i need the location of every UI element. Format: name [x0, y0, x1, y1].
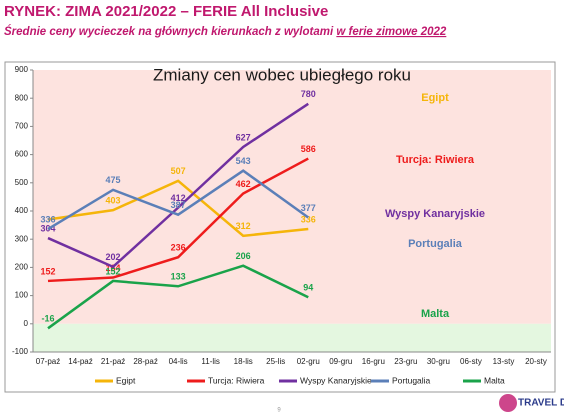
series-line: [47, 179, 309, 238]
y-tick-label: 500: [15, 178, 29, 187]
subtitle-text: Średnie ceny wycieczek na głównych kieru…: [4, 25, 334, 38]
series-annotation: Egipt: [421, 92, 449, 104]
logo: TRAVEL DATA: [518, 398, 564, 409]
legend-label: Turcja: Riwiera: [208, 375, 265, 385]
data-label: 507: [171, 166, 186, 176]
subtitle: Średnie ceny wycieczek na głównych kieru…: [4, 25, 447, 38]
x-tick-label: 07-paź: [36, 357, 60, 366]
y-tick-label: 600: [15, 150, 29, 159]
y-tick-label: 200: [15, 263, 29, 272]
y-tick-label: 800: [15, 93, 29, 102]
y-tick-label: 300: [15, 234, 29, 243]
x-tick-label: 09-gru: [329, 357, 352, 366]
data-label: 152: [40, 266, 55, 276]
y-tick-label: 900: [15, 65, 29, 74]
data-label: 202: [106, 252, 121, 262]
page-title: RYNEK: ZIMA 2021/2022 – FERIE All Inclus…: [4, 3, 328, 20]
y-tick-label: -100: [12, 347, 29, 356]
x-tick-label: 11-lis: [201, 357, 220, 366]
y-tick-label: 400: [15, 206, 29, 215]
y-tick-label: 700: [15, 122, 29, 131]
x-tick-label: 14-paź: [68, 357, 92, 366]
data-label: 412: [171, 193, 186, 203]
series-line: [47, 102, 309, 269]
series-line: [47, 264, 309, 330]
legend-label: Malta: [484, 375, 505, 385]
data-label: 206: [236, 251, 251, 261]
data-label: 336: [301, 214, 316, 224]
data-label: 780: [301, 89, 316, 99]
x-tick-label: 02-gru: [297, 357, 320, 366]
data-label: 133: [171, 272, 186, 282]
series-annotation: Portugalia: [408, 238, 463, 250]
logo-globe: [499, 394, 517, 412]
data-label: 336: [40, 214, 55, 224]
legend-label: Egipt: [116, 375, 136, 385]
x-tick-label: 25-lis: [266, 357, 285, 366]
x-tick-label: 18-lis: [234, 357, 253, 366]
data-label: 627: [236, 132, 251, 142]
chart-title: Zmiany cen wobec ubiegłego roku: [153, 65, 411, 84]
series-line: [47, 169, 309, 231]
y-tick-label: 0: [24, 319, 29, 328]
data-label: 377: [301, 203, 316, 213]
data-label: 586: [301, 144, 316, 154]
series-annotation: Wyspy Kanaryjskie: [385, 208, 485, 220]
x-tick-label: 21-paź: [101, 357, 125, 366]
x-tick-label: 20-sty: [525, 357, 547, 366]
x-tick-label: 23-gru: [394, 357, 417, 366]
legend-label: Portugalia: [392, 375, 431, 385]
data-label: 403: [106, 196, 121, 206]
x-tick-label: 13-sty: [493, 357, 515, 366]
plot: -100 0 100 200 300 400 500 600 700 800 900 07-paź 14…: [12, 65, 551, 385]
data-label: 462: [236, 179, 251, 189]
x-tick-label: 30-gru: [427, 357, 450, 366]
subtitle-emphasis: w ferie zimowe 2022: [336, 26, 447, 38]
page-number: 9: [277, 408, 281, 414]
legend-label: Wyspy Kanaryjskie: [300, 375, 372, 385]
x-tick-label: 04-lis: [169, 357, 188, 366]
data-label: 543: [236, 156, 251, 166]
x-tick-label: 28-paź: [133, 357, 157, 366]
x-tick-label: 06-sty: [460, 357, 482, 366]
y-tick-label: 100: [15, 291, 29, 300]
data-label: 236: [171, 243, 186, 253]
data-label: 312: [236, 221, 251, 231]
data-label: 152: [106, 266, 121, 276]
x-tick-label: 16-gru: [362, 357, 385, 366]
series-annotation: Turcja: Riwiera: [396, 154, 475, 166]
data-label: 94: [303, 283, 313, 293]
data-label: 387: [171, 200, 186, 210]
series-line: [47, 157, 309, 283]
data-label: 475: [106, 175, 121, 185]
data-label: -16: [41, 314, 54, 324]
series-annotation: Malta: [421, 308, 450, 320]
negative-band: [33, 323, 551, 352]
